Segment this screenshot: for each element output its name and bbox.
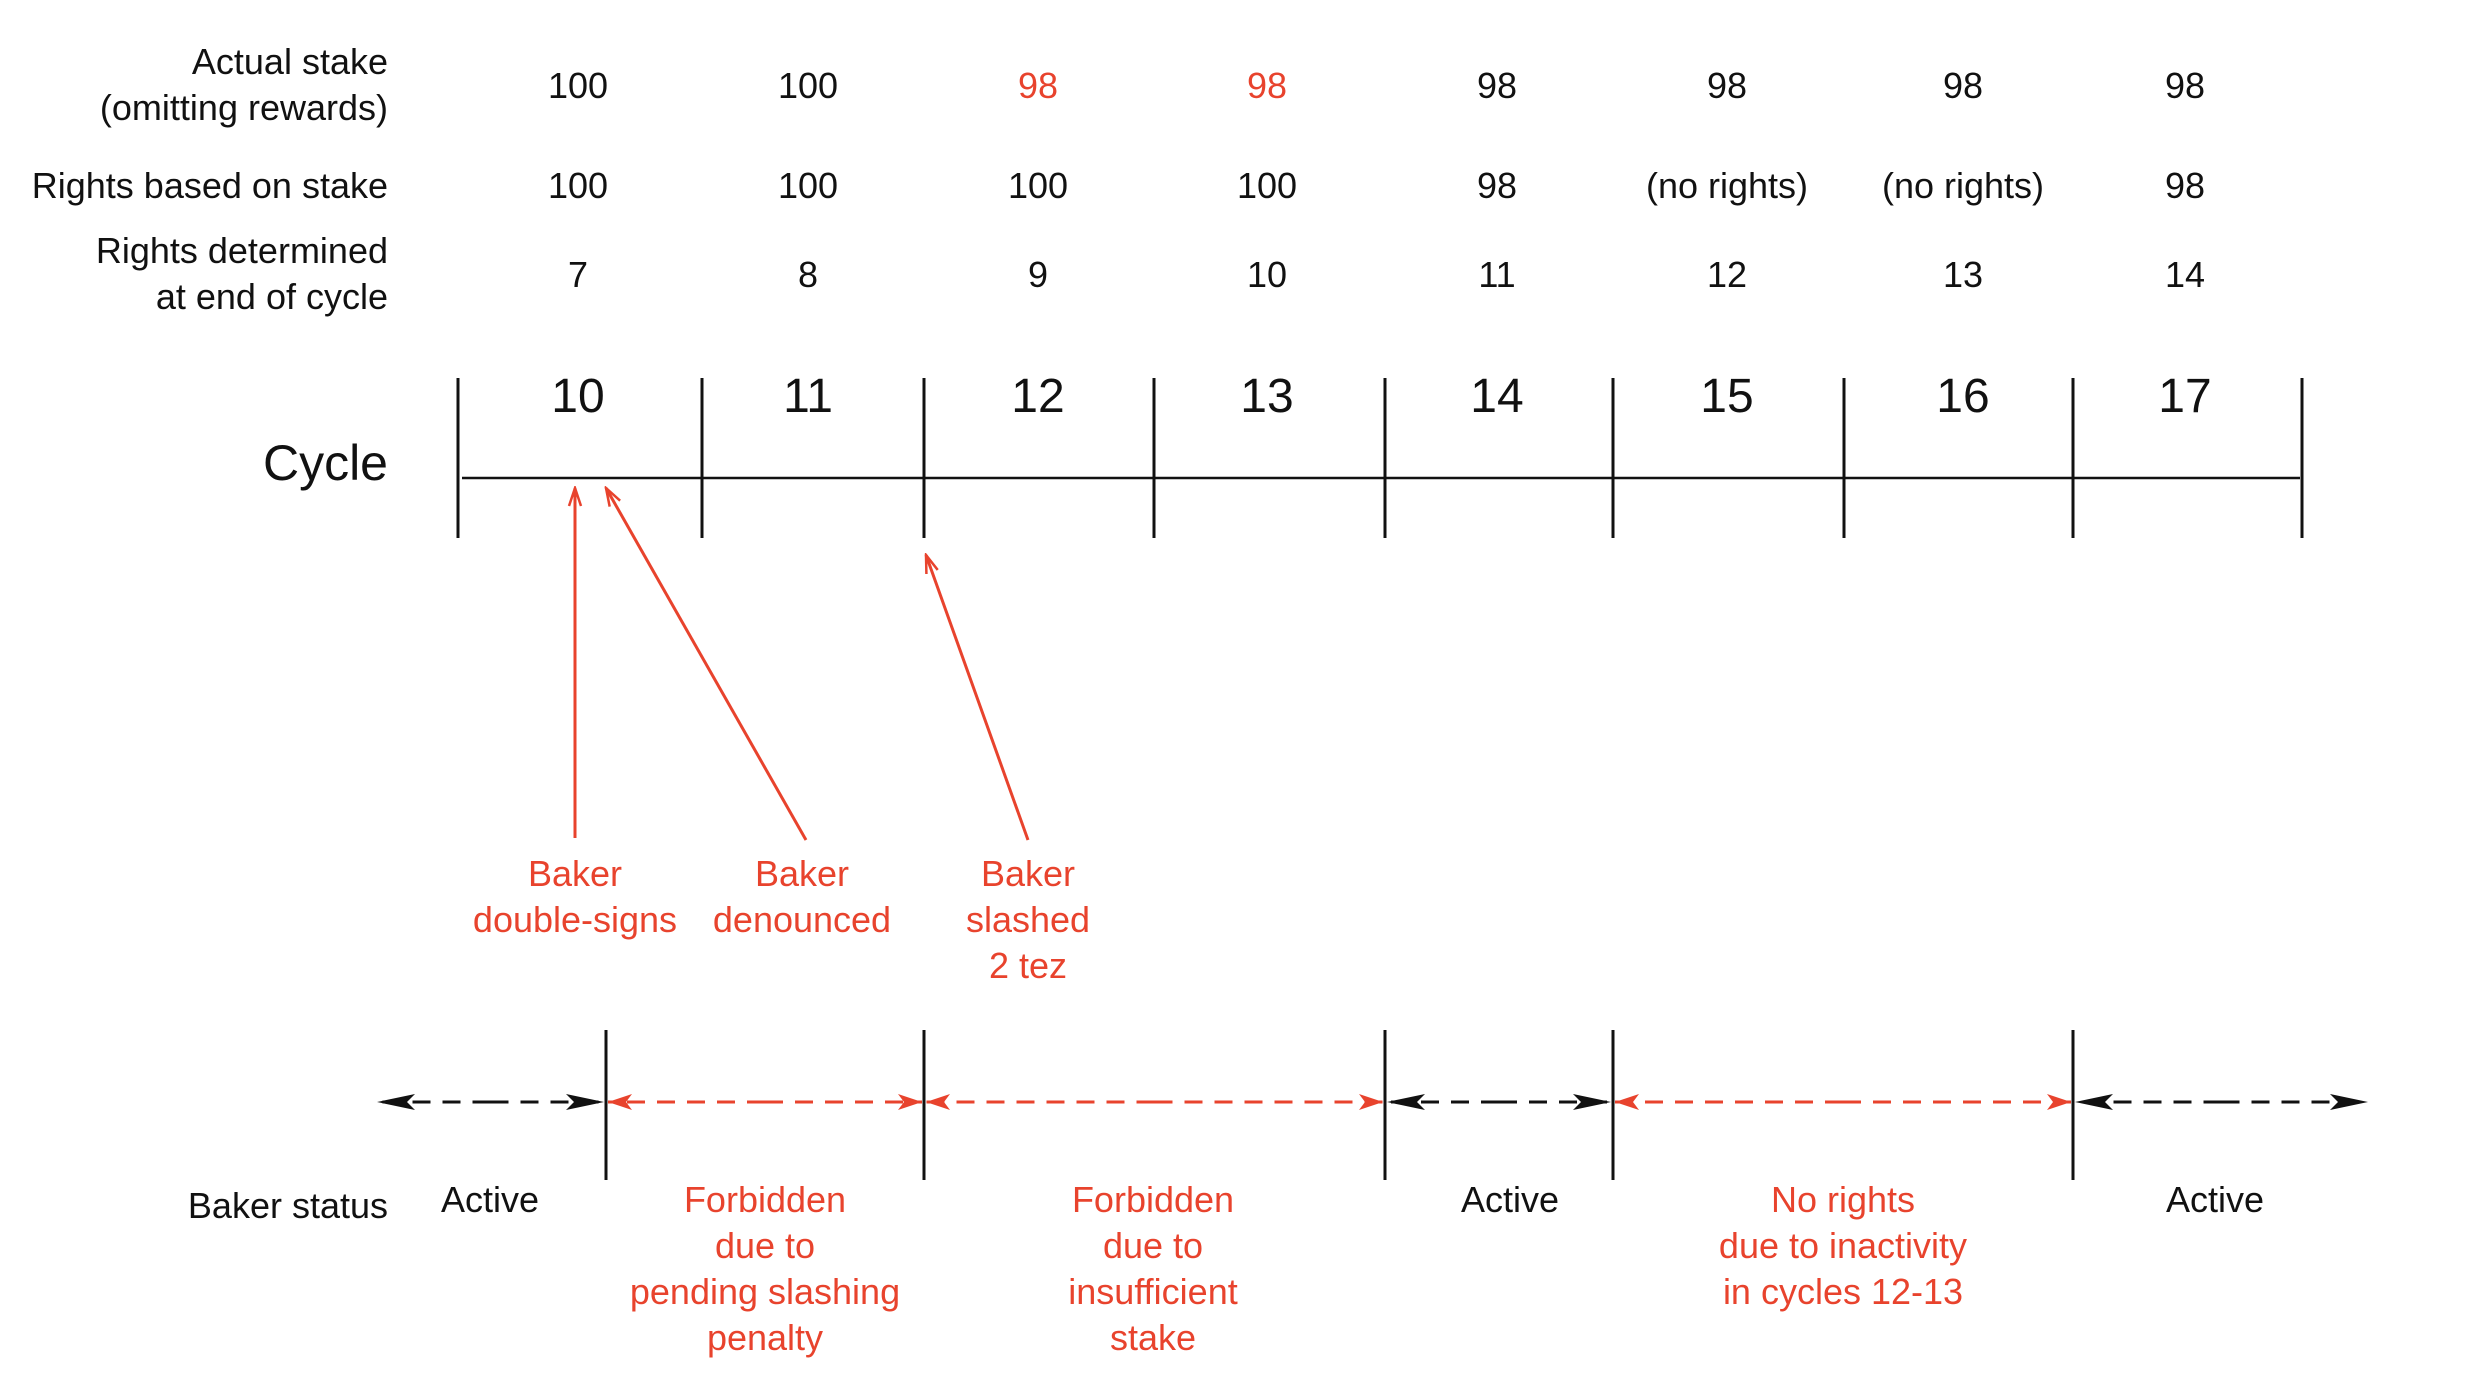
cycle-number: 11 (783, 370, 833, 423)
label-rights-determined: at end of cycle (156, 276, 388, 317)
rights-determined-value: 7 (568, 254, 588, 295)
status-label-no-rights: No rights (1771, 1179, 1915, 1220)
rights-determined-value: 13 (1943, 254, 1983, 295)
rights-based-value: 100 (1008, 165, 1068, 206)
row-labels: Actual stake (omitting rewards) Rights bas… (32, 41, 388, 491)
rights-determined-value: 9 (1028, 254, 1048, 295)
label-rights-determined: Rights determined (96, 230, 388, 271)
actual-stake-value: 98 (1943, 65, 1983, 106)
actual-stake-value: 98 (1018, 65, 1058, 106)
label-actual-stake: (omitting rewards) (100, 87, 388, 128)
status-label-forbidden-stake: insufficient (1068, 1271, 1237, 1312)
rights-determined-value: 14 (2165, 254, 2205, 295)
status-label-forbidden-pending: Forbidden (684, 1179, 846, 1220)
event-label-denounced: denounced (713, 899, 891, 940)
label-rights-based-on-stake: Rights based on stake (32, 165, 388, 206)
rights-determined-value: 8 (798, 254, 818, 295)
event-arrow-denounced (606, 488, 808, 841)
actual-stake-value: 98 (1247, 65, 1287, 106)
actual-stake-value: 98 (1477, 65, 1517, 106)
rights-based-value: 98 (2165, 165, 2205, 206)
rights-based-value: (no rights) (1646, 165, 1808, 206)
status-label-forbidden-pending: penalty (707, 1317, 823, 1358)
event-arrow-slashed (924, 555, 1030, 841)
status-label-active-3: Active (2166, 1179, 2264, 1220)
event-annotations: Baker double-signs Baker denounced Baker slas… (473, 488, 1090, 986)
event-label-slashed: 2 tez (989, 945, 1067, 986)
actual-stake-value: 100 (778, 65, 838, 106)
status-label-forbidden-stake: stake (1110, 1317, 1196, 1358)
event-label-double-sign: Baker (528, 853, 622, 894)
status-label-forbidden-pending: due to (715, 1225, 815, 1266)
cycle-number: 15 (1700, 370, 1753, 423)
rights-based-value: (no rights) (1882, 165, 2044, 206)
status-label-active-1: Active (441, 1179, 539, 1220)
status-label-no-rights: in cycles 12-13 (1723, 1271, 1963, 1312)
status-label-no-rights: due to inactivity (1719, 1225, 1967, 1266)
rights-determined-value: 12 (1707, 254, 1747, 295)
event-label-denounced: Baker (755, 853, 849, 894)
actual-stake-value: 100 (548, 65, 608, 106)
cycle-number: 14 (1470, 370, 1523, 423)
event-label-slashed: slashed (966, 899, 1090, 940)
event-label-double-sign: double-signs (473, 899, 677, 940)
status-label-forbidden-pending: pending slashing (630, 1271, 900, 1312)
value-columns: 100 100 7 10 100 100 8 11 98 100 9 12 98 100 10 13 98 98 1… (548, 65, 2212, 423)
cycle-number: 17 (2158, 370, 2211, 423)
status-label-forbidden-stake: Forbidden (1072, 1179, 1234, 1220)
rights-based-value: 100 (548, 165, 608, 206)
rights-determined-value: 10 (1247, 254, 1287, 295)
cycle-number: 10 (551, 370, 604, 423)
status-label-active-2: Active (1461, 1179, 1559, 1220)
rights-based-value: 100 (778, 165, 838, 206)
cycle-timeline (456, 378, 2304, 538)
rights-based-value: 100 (1237, 165, 1297, 206)
status-label-forbidden-stake: due to (1103, 1225, 1203, 1266)
actual-stake-value: 98 (1707, 65, 1747, 106)
baker-status-timeline: Baker status Active Forbidden due to pending… (188, 1030, 2368, 1358)
cycle-number: 16 (1936, 370, 1989, 423)
baker-status-label: Baker status (188, 1185, 388, 1226)
cycle-label: Cycle (263, 435, 388, 491)
actual-stake-value: 98 (2165, 65, 2205, 106)
cycle-number: 13 (1240, 370, 1293, 423)
label-actual-stake: Actual stake (192, 41, 388, 82)
rights-based-value: 98 (1477, 165, 1517, 206)
event-label-slashed: Baker (981, 853, 1075, 894)
cycle-number: 12 (1011, 370, 1064, 423)
rights-determined-value: 11 (1478, 254, 1515, 295)
